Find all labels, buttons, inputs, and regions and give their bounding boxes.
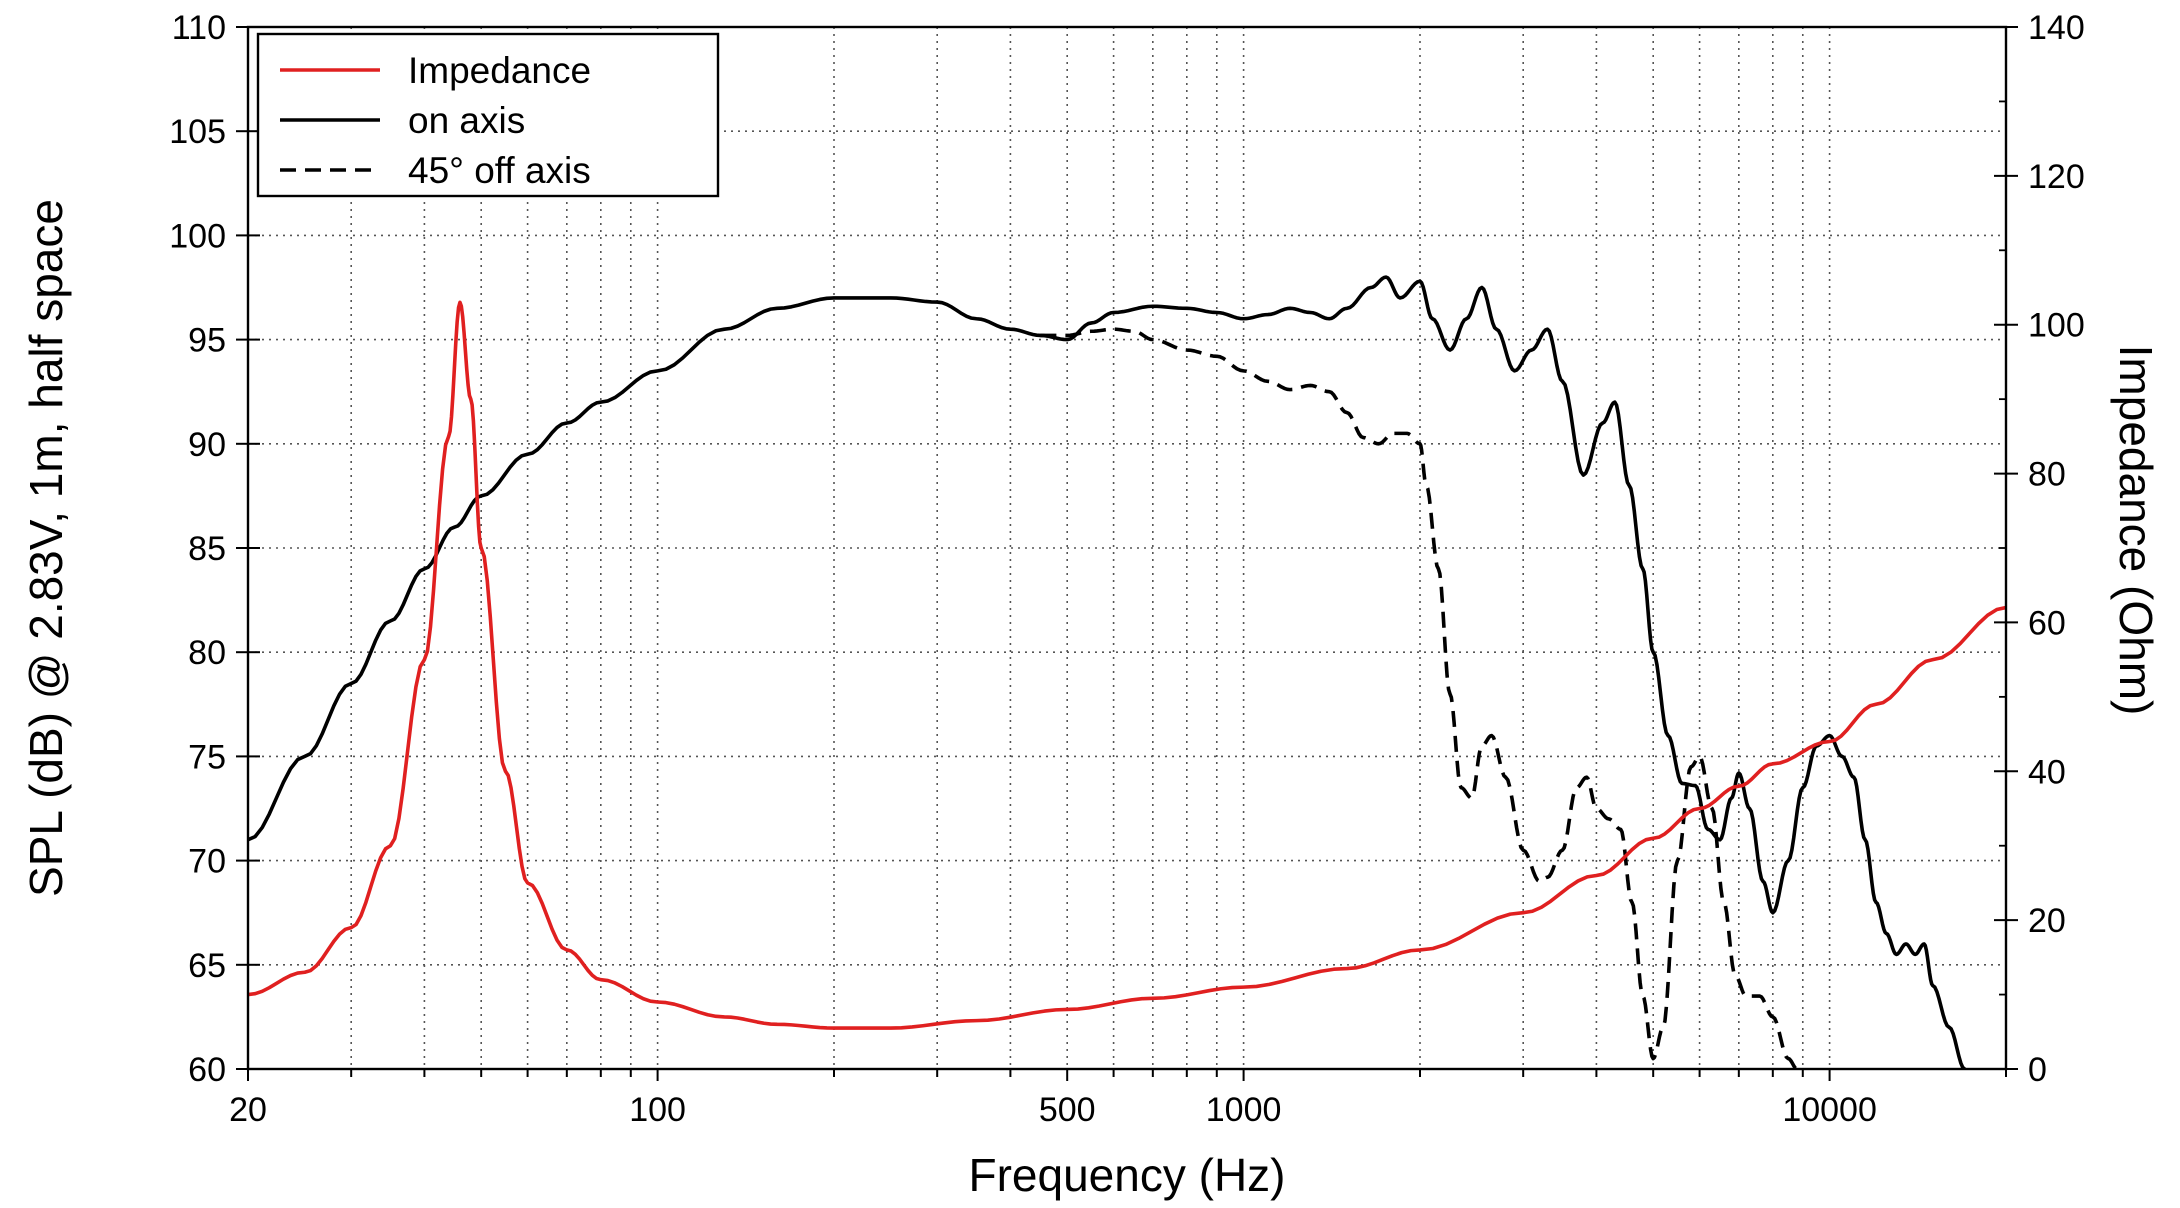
legend-label: on axis <box>408 100 525 141</box>
legend-label: Impedance <box>408 50 591 91</box>
series-line-impedance <box>248 300 2006 1030</box>
y-left-tick-label: 60 <box>188 1051 226 1089</box>
y-right-tick-label: 20 <box>2028 902 2066 940</box>
y-left-tick-label: 110 <box>172 9 226 47</box>
y-right-tick-label: 40 <box>2028 753 2066 791</box>
legend: Impedance on axis 45° off axis <box>256 32 720 198</box>
legend-label: 45° off axis <box>408 150 591 191</box>
y-left-tick-label: 75 <box>188 738 226 776</box>
x-tick-label: 10000 <box>1782 1091 1877 1129</box>
ticks-layer: 60 65 70 75 80 85 90 95 100 105 110 0 20 40 60 80 100 120… <box>169 9 2084 1129</box>
series-layer <box>248 275 2006 1069</box>
y-left-tick-label: 90 <box>188 426 226 464</box>
y-left-tick-label: 80 <box>188 634 226 672</box>
y-right-tick-label: 100 <box>2028 307 2085 345</box>
y-right-tick-label: 80 <box>2028 456 2066 494</box>
y-left-tick-label: 85 <box>188 530 226 568</box>
y-left-tick-label: 65 <box>188 947 226 985</box>
x-tick-label: 100 <box>629 1091 686 1129</box>
y-right-tick-label: 140 <box>2028 9 2085 47</box>
series-line-on-axis <box>248 275 1967 1069</box>
x-tick-label: 1000 <box>1206 1091 1282 1129</box>
y-left-tick-label: 95 <box>188 322 226 360</box>
y-right-axis-title: Impedance (Ohm) <box>2110 345 2162 716</box>
x-tick-label: 20 <box>229 1091 267 1129</box>
grid-layer <box>248 27 2006 1069</box>
y-right-tick-label: 60 <box>2028 604 2066 642</box>
y-left-axis-title: SPL (dB) @ 2.83V, 1m, half space <box>20 199 72 897</box>
y-left-tick-label: 105 <box>169 113 226 151</box>
series-line-45-off-axis <box>1040 327 1798 1069</box>
x-axis-title: Frequency (Hz) <box>969 1149 1286 1201</box>
y-left-tick-label: 70 <box>188 843 226 881</box>
y-right-tick-label: 0 <box>2028 1051 2047 1089</box>
y-right-tick-label: 120 <box>2028 158 2085 196</box>
y-left-tick-label: 100 <box>169 217 226 255</box>
x-tick-label: 500 <box>1039 1091 1096 1129</box>
